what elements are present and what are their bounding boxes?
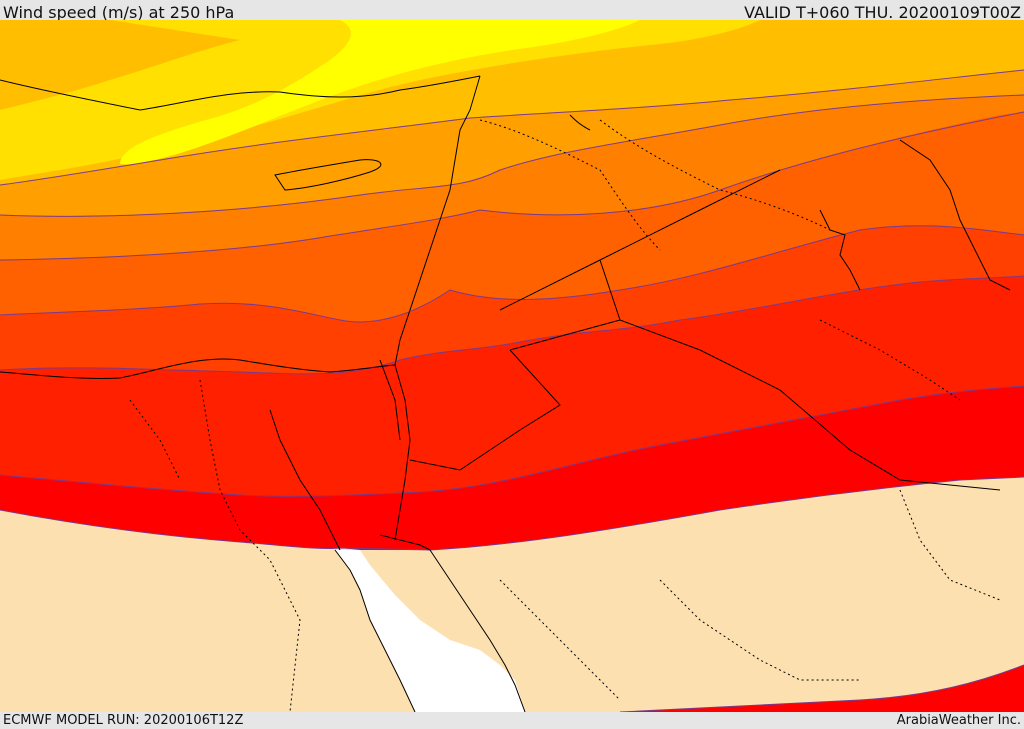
header-bar: Wind speed (m/s) at 250 hPa VALID T+060 … — [0, 0, 1024, 22]
low-wind-area — [0, 477, 1024, 712]
coastlines — [0, 75, 1011, 712]
model-run-label: ECMWF MODEL RUN: 20200106T12Z — [3, 713, 244, 728]
country-borders — [379, 169, 1001, 491]
valid-time: VALID T+060 THU. 20200109T00Z — [744, 3, 1021, 22]
band-yellow — [120, 20, 640, 165]
wind-speed-map[interactable] — [0, 20, 1024, 712]
credit-label: ArabiaWeather Inc. — [896, 713, 1021, 728]
band-red-southeast — [620, 665, 1024, 712]
footer-bar: ECMWF MODEL RUN: 20200106T12Z ArabiaWeat… — [0, 712, 1024, 729]
map-title: Wind speed (m/s) at 250 hPa — [3, 3, 235, 22]
map-canvas — [0, 20, 1024, 712]
isotach-lines — [0, 69, 1024, 712]
red-sea — [335, 550, 525, 712]
band-amber-west — [0, 20, 100, 84]
political-borders — [129, 119, 1001, 712]
